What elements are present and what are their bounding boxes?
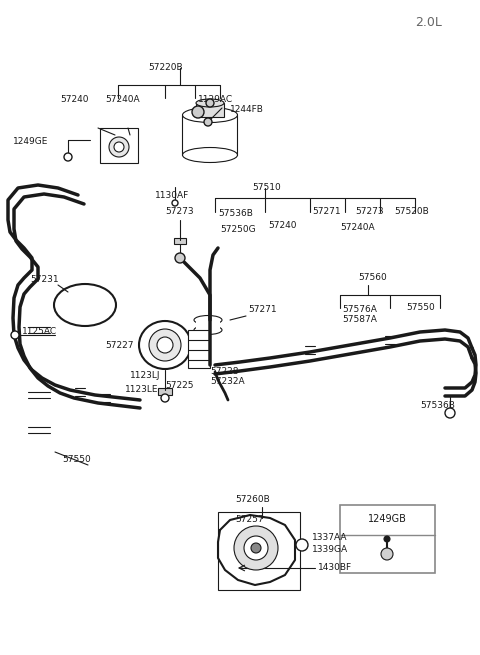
- Text: 57576A: 57576A: [342, 305, 377, 314]
- Circle shape: [251, 543, 261, 553]
- Text: 57250G: 57250G: [220, 225, 256, 234]
- Text: 57550: 57550: [62, 455, 91, 464]
- Bar: [218, 512, 300, 590]
- Circle shape: [64, 153, 72, 161]
- Circle shape: [384, 536, 390, 542]
- Text: 57227: 57227: [105, 341, 133, 350]
- Text: 57240A: 57240A: [105, 96, 140, 105]
- Ellipse shape: [194, 326, 222, 335]
- Bar: [196, 103, 224, 117]
- Text: 57228: 57228: [210, 367, 239, 377]
- Text: 57520B: 57520B: [394, 208, 429, 217]
- Circle shape: [206, 99, 214, 107]
- Text: 57257: 57257: [235, 515, 264, 525]
- Text: 1249GB: 1249GB: [368, 514, 407, 524]
- Text: 57271: 57271: [312, 208, 341, 217]
- Ellipse shape: [182, 147, 238, 162]
- Text: 57240: 57240: [60, 96, 88, 105]
- Text: 1430BF: 1430BF: [318, 563, 352, 572]
- Ellipse shape: [194, 316, 222, 324]
- Bar: [158, 388, 172, 395]
- Circle shape: [157, 337, 173, 353]
- Text: 1123LJ: 1123LJ: [130, 371, 160, 379]
- Text: 1337AA: 1337AA: [312, 534, 348, 542]
- Text: 57560: 57560: [358, 274, 387, 282]
- Ellipse shape: [182, 107, 238, 122]
- Circle shape: [445, 408, 455, 418]
- Text: 57536B: 57536B: [218, 210, 253, 219]
- Text: 57273: 57273: [165, 208, 193, 217]
- Text: 57240: 57240: [268, 221, 297, 229]
- Text: 1130AF: 1130AF: [155, 191, 189, 200]
- Text: 57273: 57273: [355, 208, 384, 217]
- Text: 1125AC: 1125AC: [22, 328, 57, 337]
- Circle shape: [204, 118, 212, 126]
- Text: 57231: 57231: [30, 276, 59, 284]
- Text: 57550: 57550: [406, 303, 435, 312]
- Circle shape: [244, 536, 268, 560]
- Circle shape: [161, 394, 169, 402]
- Bar: [188, 330, 210, 368]
- Circle shape: [149, 329, 181, 361]
- Text: 57225: 57225: [165, 381, 193, 390]
- Bar: [100, 128, 138, 163]
- Bar: [340, 505, 435, 573]
- Ellipse shape: [139, 321, 191, 369]
- Text: 57220B: 57220B: [148, 64, 182, 73]
- Circle shape: [234, 526, 278, 570]
- Text: 57271: 57271: [248, 305, 276, 314]
- Circle shape: [109, 137, 129, 157]
- Text: 2.0L: 2.0L: [415, 16, 442, 29]
- Circle shape: [114, 142, 124, 152]
- Text: 1123LE: 1123LE: [125, 386, 158, 394]
- Circle shape: [172, 200, 178, 206]
- Text: 1244FB: 1244FB: [230, 105, 264, 115]
- Text: 57260B: 57260B: [235, 495, 270, 504]
- Text: 1129AC: 1129AC: [198, 96, 233, 105]
- Circle shape: [381, 548, 393, 560]
- Ellipse shape: [54, 284, 116, 326]
- Ellipse shape: [196, 99, 224, 107]
- Text: 1249GE: 1249GE: [13, 138, 48, 147]
- Text: 57587A: 57587A: [342, 316, 377, 324]
- Text: 57510: 57510: [252, 183, 281, 193]
- Text: 1339GA: 1339GA: [312, 546, 348, 555]
- Bar: [174, 238, 186, 244]
- Text: 57240A: 57240A: [340, 223, 374, 233]
- Circle shape: [11, 331, 19, 339]
- Circle shape: [296, 539, 308, 551]
- Bar: [196, 320, 220, 330]
- Text: 57536B: 57536B: [420, 400, 455, 409]
- Text: 57232A: 57232A: [210, 377, 245, 386]
- Circle shape: [192, 106, 204, 118]
- Circle shape: [175, 253, 185, 263]
